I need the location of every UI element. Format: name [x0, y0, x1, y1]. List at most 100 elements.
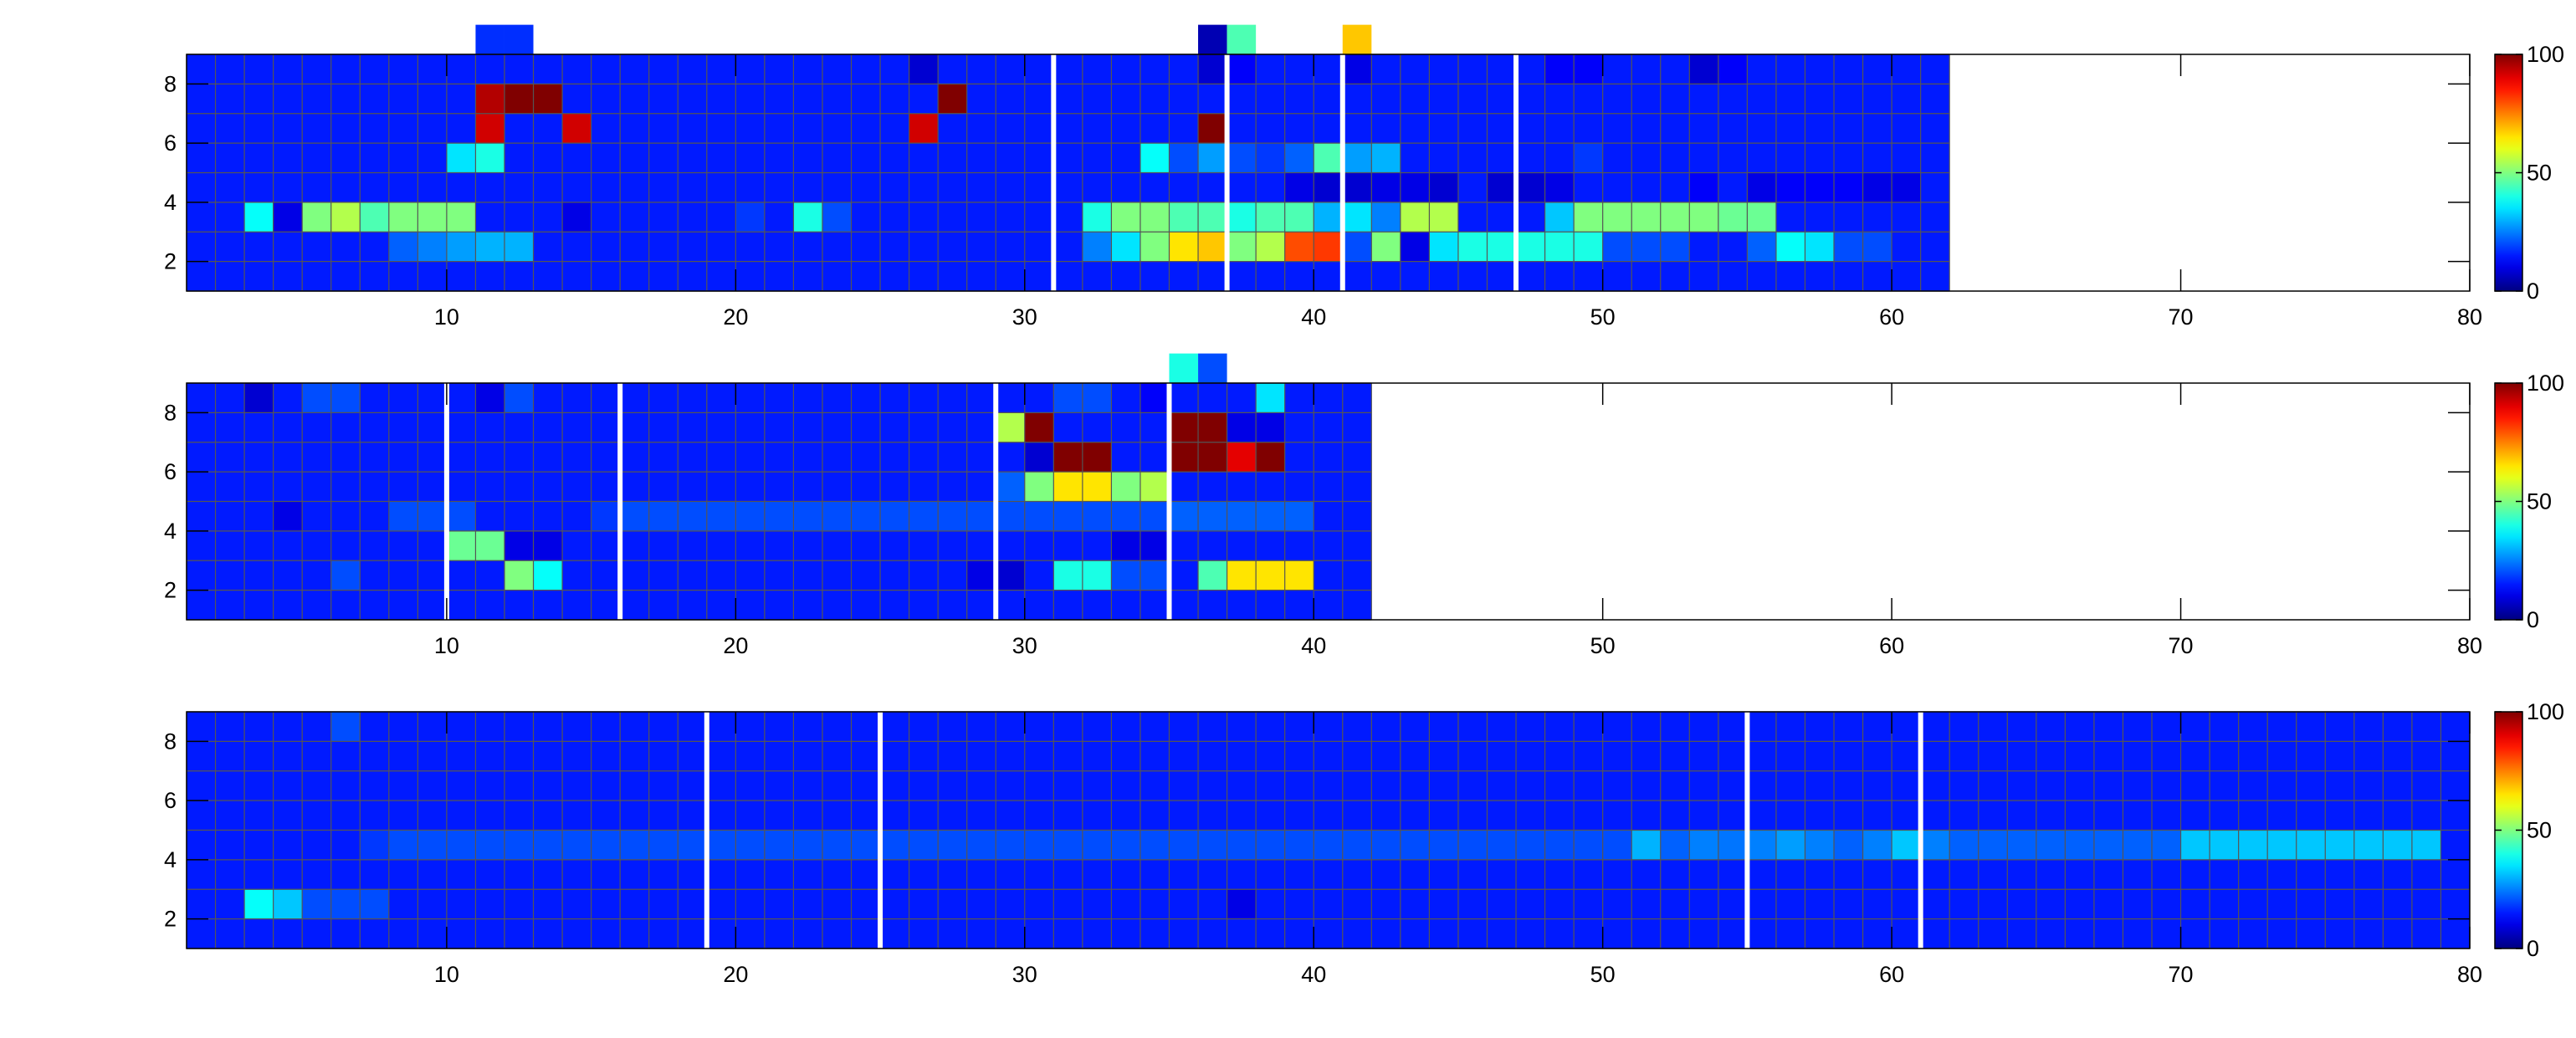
heatmap-cell — [1198, 560, 1227, 591]
heatmap-cell — [475, 143, 504, 173]
heatmap-cell — [1342, 830, 1372, 860]
heatmap-cell — [1169, 472, 1199, 502]
heatmap-cell — [1169, 202, 1199, 233]
heatmap-cell — [1169, 501, 1199, 531]
heatmap-cell — [1053, 830, 1083, 860]
x-tick-label: 70 — [2169, 633, 2194, 658]
heatmap-cell — [1227, 232, 1257, 262]
x-tick-label: 10 — [434, 633, 459, 658]
y-tick-label: 2 — [164, 578, 177, 603]
heatmap-cell — [562, 830, 592, 860]
heatmap-cell — [822, 501, 852, 531]
heatmap-cell — [1198, 113, 1227, 144]
heatmap-cell — [1429, 830, 1458, 860]
heatmap-cell — [1574, 202, 1603, 233]
heatmap-cell — [1139, 560, 1170, 591]
colorbar: 0 50 100 — [2494, 699, 2564, 961]
heatmap-cell — [273, 501, 303, 531]
heatmap-cell — [1660, 232, 1690, 262]
heatmap-cell — [1139, 472, 1170, 502]
heatmap-cell — [2036, 830, 2066, 860]
heatmap-cell — [909, 501, 939, 531]
heatmap-cell — [822, 202, 852, 233]
x-tick-label: 30 — [1012, 633, 1037, 658]
heatmap-cell — [1256, 202, 1285, 233]
heatmap-cell — [1487, 232, 1517, 262]
heatmap-cell — [475, 113, 504, 144]
heatmap-cell — [1256, 830, 1285, 860]
heatmap-cell — [1169, 412, 1199, 442]
heatmap-grid — [186, 711, 2471, 949]
heatmap-cell — [475, 530, 504, 561]
heatmap-cell — [880, 830, 909, 860]
heatmap-cell — [648, 501, 679, 531]
heatmap-cell — [1082, 501, 1112, 531]
heatmap-cell — [1111, 232, 1140, 262]
x-tick-label: 60 — [1879, 633, 1904, 658]
heatmap-cell — [2180, 830, 2210, 860]
x-tick-label: 20 — [723, 962, 748, 987]
x-tick-label: 20 — [723, 304, 748, 330]
heatmap-cell — [2210, 830, 2239, 860]
heatmap-cell — [1747, 232, 1776, 262]
x-tick-label: 50 — [1590, 304, 1616, 330]
heatmap-cell — [1256, 560, 1285, 591]
heatmap-cell — [1227, 24, 1257, 54]
heatmap-cell — [1227, 54, 1257, 84]
heatmap-cell — [446, 530, 476, 561]
heatmap-cell — [1689, 54, 1718, 84]
heatmap-cell — [475, 84, 504, 114]
heatmap-cell — [504, 830, 534, 860]
heatmap-cell — [1949, 830, 1979, 860]
axes-frame — [186, 54, 2471, 292]
heatmap-cell — [1544, 54, 1575, 84]
heatmap-cell — [504, 232, 534, 262]
heatmap-cell — [1892, 830, 1921, 860]
heatmap-cell — [244, 202, 274, 233]
heatmap-cell — [1111, 560, 1140, 591]
heatmap-cell — [2065, 830, 2094, 860]
heatmap-cell — [388, 830, 418, 860]
heatmap-cell — [2296, 830, 2326, 860]
heatmap-cell — [1256, 143, 1285, 173]
heatmap-cell — [1053, 383, 1083, 413]
heatmap-cell — [1111, 530, 1140, 561]
y-tick-label: 8 — [164, 729, 177, 754]
heatmap-cell — [1314, 830, 1343, 860]
x-tick-label: 60 — [1879, 304, 1904, 330]
heatmap-cell — [764, 501, 794, 531]
heatmap-cell — [1689, 172, 1718, 202]
heatmap-cell — [938, 501, 967, 531]
heatmap-cell — [1718, 830, 1748, 860]
heatmap-cell — [302, 889, 331, 919]
heatmap-cell — [1082, 202, 1112, 233]
y-tick-label: 4 — [164, 519, 177, 544]
x-tick-label: 20 — [723, 633, 748, 658]
heatmap-cell — [1400, 202, 1430, 233]
heatmap-cell — [706, 830, 736, 860]
heatmap-cell — [1516, 830, 1545, 860]
heatmap-cell — [1544, 202, 1575, 233]
heatmap-cell — [1053, 501, 1083, 531]
colorbar-tick-label: 0 — [2527, 607, 2539, 632]
heatmap-cell — [1978, 830, 2008, 860]
heatmap-cell — [1024, 830, 1054, 860]
heatmap-cell — [1429, 172, 1458, 202]
heatmap-cell — [938, 830, 967, 860]
heatmap-cell — [1024, 442, 1054, 473]
heatmap-cell — [1082, 830, 1112, 860]
heatmap-cell — [1256, 383, 1285, 413]
heatmap-cell — [1862, 232, 1892, 262]
heatmap-cell — [1371, 202, 1401, 233]
heatmap-cell — [1198, 353, 1227, 383]
x-tick-label: 80 — [2457, 962, 2482, 987]
y-tick-label: 6 — [164, 788, 177, 813]
heatmap-cell — [2411, 830, 2441, 860]
heatmap-cell — [1574, 830, 1603, 860]
heatmap-cell — [2007, 830, 2036, 860]
heatmap-cell — [851, 501, 881, 531]
heatmap-cell — [1139, 530, 1170, 561]
y-tick-label: 4 — [164, 190, 177, 215]
heatmap-cell — [475, 232, 504, 262]
